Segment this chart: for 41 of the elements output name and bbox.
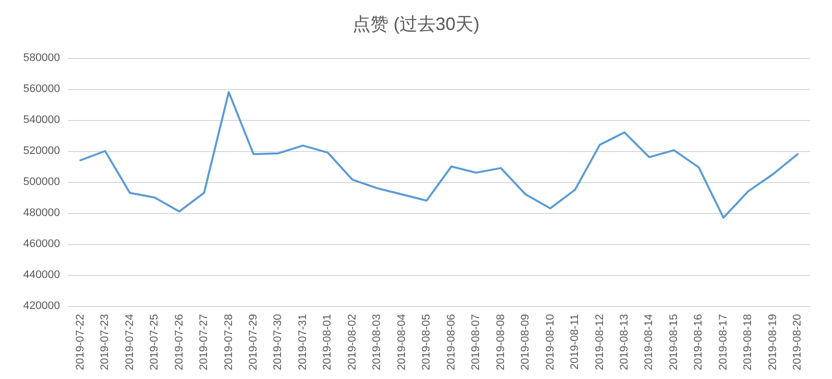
x-tick-label: 2019-07-24 bbox=[124, 314, 136, 370]
x-tick-label: 2019-08-19 bbox=[766, 314, 779, 370]
x-tick-label: 2019-08-17 bbox=[717, 314, 730, 370]
x-tick-label: 2019-08-05 bbox=[420, 314, 433, 370]
x-tick-label: 2019-07-27 bbox=[198, 314, 210, 370]
x-tick-label: 2019-08-14 bbox=[643, 314, 656, 370]
x-tick-label: 2019-08-06 bbox=[445, 314, 458, 370]
x-tick-label: 2019-07-31 bbox=[296, 314, 309, 370]
x-tick-label: 2019-07-26 bbox=[173, 314, 186, 370]
x-tick-label: 2019-08-01 bbox=[322, 314, 334, 370]
y-tick-label: 540000 bbox=[23, 114, 60, 126]
x-tick-label: 2019-08-20 bbox=[792, 314, 804, 370]
x-tick-label: 2019-08-04 bbox=[396, 314, 408, 370]
x-tick-label: 2019-08-16 bbox=[692, 314, 705, 370]
x-tick-label: 2019-08-03 bbox=[371, 314, 384, 370]
y-tick-label: 580000 bbox=[23, 52, 60, 64]
x-tick-label: 2019-07-30 bbox=[272, 314, 284, 370]
x-tick-label: 2019-07-25 bbox=[148, 314, 161, 370]
y-tick-label: 440000 bbox=[23, 269, 60, 281]
x-tick-label: 2019-07-23 bbox=[99, 314, 112, 370]
y-tick-label: 480000 bbox=[23, 207, 60, 219]
x-tick-label: 2019-08-11 bbox=[569, 314, 582, 370]
y-tick-label: 420000 bbox=[23, 300, 60, 312]
x-tick-label: 2019-08-07 bbox=[470, 314, 482, 370]
y-tick-label: 560000 bbox=[23, 83, 60, 95]
x-tick-label: 2019-08-09 bbox=[520, 314, 532, 370]
x-tick-label: 2019-08-08 bbox=[494, 314, 507, 370]
y-tick-label: 520000 bbox=[23, 145, 60, 157]
x-tick-label: 2019-07-22 bbox=[74, 314, 86, 370]
line-series bbox=[79, 91, 799, 219]
x-tick-label: 2019-07-28 bbox=[222, 314, 235, 370]
y-tick-label: 500000 bbox=[23, 176, 60, 188]
x-tick-label: 2019-08-02 bbox=[346, 314, 358, 370]
x-tick-label: 2019-08-18 bbox=[742, 314, 754, 370]
y-tick-label: 460000 bbox=[23, 238, 60, 250]
x-tick-label: 2019-07-29 bbox=[248, 314, 260, 370]
x-tick-label: 2019-08-13 bbox=[618, 314, 630, 370]
chart-title: 点赞 (过去30天) bbox=[352, 14, 480, 34]
x-tick-label: 2019-08-15 bbox=[668, 314, 680, 370]
x-tick-label: 2019-08-10 bbox=[544, 314, 556, 370]
x-tick-label: 2019-08-12 bbox=[594, 314, 606, 370]
